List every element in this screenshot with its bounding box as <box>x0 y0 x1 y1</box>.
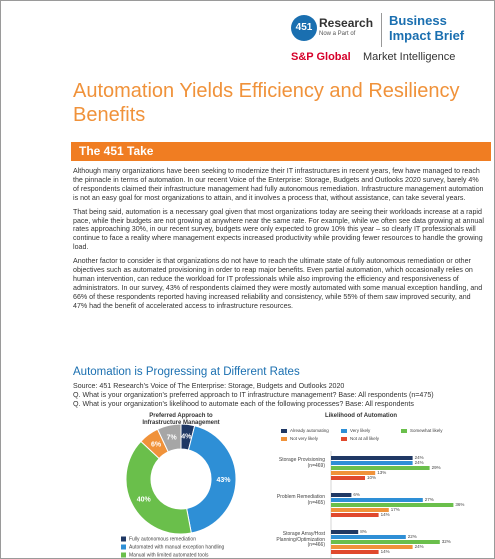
donut-slice <box>156 423 182 453</box>
legend-label: Not very likely <box>290 436 319 441</box>
legend-swatch <box>121 544 126 550</box>
charts: 4% 43% 40% 6% 7% Fully autonomous remediation… <box>1 411 494 558</box>
slice-label: 40% <box>137 496 152 503</box>
bar-value-label: 13% <box>377 470 386 475</box>
bar <box>331 550 379 554</box>
bar <box>331 540 440 544</box>
bar-value-label: 14% <box>381 549 390 554</box>
legend-label: Automated with manual exception handling <box>129 544 225 550</box>
slice-label: 7% <box>167 434 178 441</box>
note: Q. What is your organization's preferred… <box>73 390 434 399</box>
category-label: Storage Provisioning (n=469) <box>278 457 325 469</box>
bar-value-label: 24% <box>415 544 424 549</box>
paragraph: That being said, automation is a necessa… <box>73 207 484 252</box>
divider <box>381 13 382 47</box>
parent-unit: Market Intelligence <box>363 51 456 63</box>
legend-swatch <box>341 437 347 441</box>
bar-value-label: 22% <box>408 534 417 539</box>
bar <box>331 471 376 475</box>
paragraph: Although many organizations have been se… <box>73 167 484 202</box>
bar-value-label: 24% <box>415 455 424 460</box>
bar-value-label: 14% <box>381 512 390 517</box>
paragraphs: Although many organizations have been se… <box>73 167 486 316</box>
bar-value-label: 6% <box>353 492 360 497</box>
bar-value-label: 8% <box>360 529 367 534</box>
bar <box>331 513 379 517</box>
section-heading: The 451 Take <box>71 142 491 161</box>
title: Automation Yields Efficiency and Resilie… <box>73 80 460 126</box>
category-label: Problem Remediation (n=465) <box>276 494 325 506</box>
doc-type: Business Impact Brief <box>389 13 465 43</box>
legend-label: Not at all likely <box>350 436 380 441</box>
legend-label: Already automating <box>290 428 329 433</box>
bar <box>331 530 359 534</box>
legend-label: Somewhat likely <box>410 428 443 433</box>
donut-slice <box>186 425 237 534</box>
legend-swatch <box>121 552 126 558</box>
legend-label: Manual with limited automated tools <box>129 552 209 558</box>
chart-canvas: 4% 43% 40% 6% 7% Fully autonomous remediation… <box>121 423 464 558</box>
tagline: Now a Part of <box>319 31 356 37</box>
bar <box>331 466 430 470</box>
note: Q. What is your organization's likelihoo… <box>73 399 414 408</box>
bar <box>331 461 413 465</box>
legend-swatch <box>281 437 287 441</box>
bar <box>331 503 454 507</box>
bar-value-label: 17% <box>391 507 400 512</box>
logo: 451 <box>291 15 317 41</box>
bar-value-label: 10% <box>367 475 376 480</box>
legend-swatch <box>281 429 287 433</box>
slice-label: 43% <box>216 477 231 484</box>
bar-value-label: 29% <box>432 465 441 470</box>
slice-label: 4% <box>181 434 192 441</box>
bar <box>331 498 423 502</box>
bar <box>331 493 352 497</box>
chart-title: Preferred Approach to Infrastructure Man… <box>142 413 220 426</box>
bar <box>331 535 406 539</box>
bar-value-label: 27% <box>425 497 434 502</box>
subsection-heading: Automation is Progressing at Different R… <box>73 366 300 378</box>
slice-label: 6% <box>151 441 162 448</box>
legend-swatch <box>401 429 407 433</box>
bar-value-label: 36% <box>455 502 464 507</box>
bar-value-label: 32% <box>442 539 451 544</box>
paragraph: Another factor to consider is that organ… <box>73 257 483 310</box>
bar <box>331 476 365 480</box>
bar-value-label: 24% <box>415 460 424 465</box>
brand: Research <box>319 16 374 30</box>
legend-swatch <box>121 536 126 542</box>
chart-title: Likelihood of Automation <box>324 413 398 419</box>
bar <box>331 545 413 549</box>
donut-slice <box>125 440 192 535</box>
bar <box>331 508 389 512</box>
legend-swatch <box>341 429 347 433</box>
note: Source: 451 Research's Voice of The Ente… <box>73 382 345 390</box>
legend-label: Very likely <box>350 428 371 433</box>
notes: Source: 451 Research's Voice of The Ente… <box>73 382 486 409</box>
legend-label: Fully autonomous remediation <box>129 536 196 542</box>
category-label: Storage Array/Host Planning/Optimization… <box>276 531 325 549</box>
parent-brand: S&P Global <box>291 51 351 63</box>
bar <box>331 456 413 460</box>
